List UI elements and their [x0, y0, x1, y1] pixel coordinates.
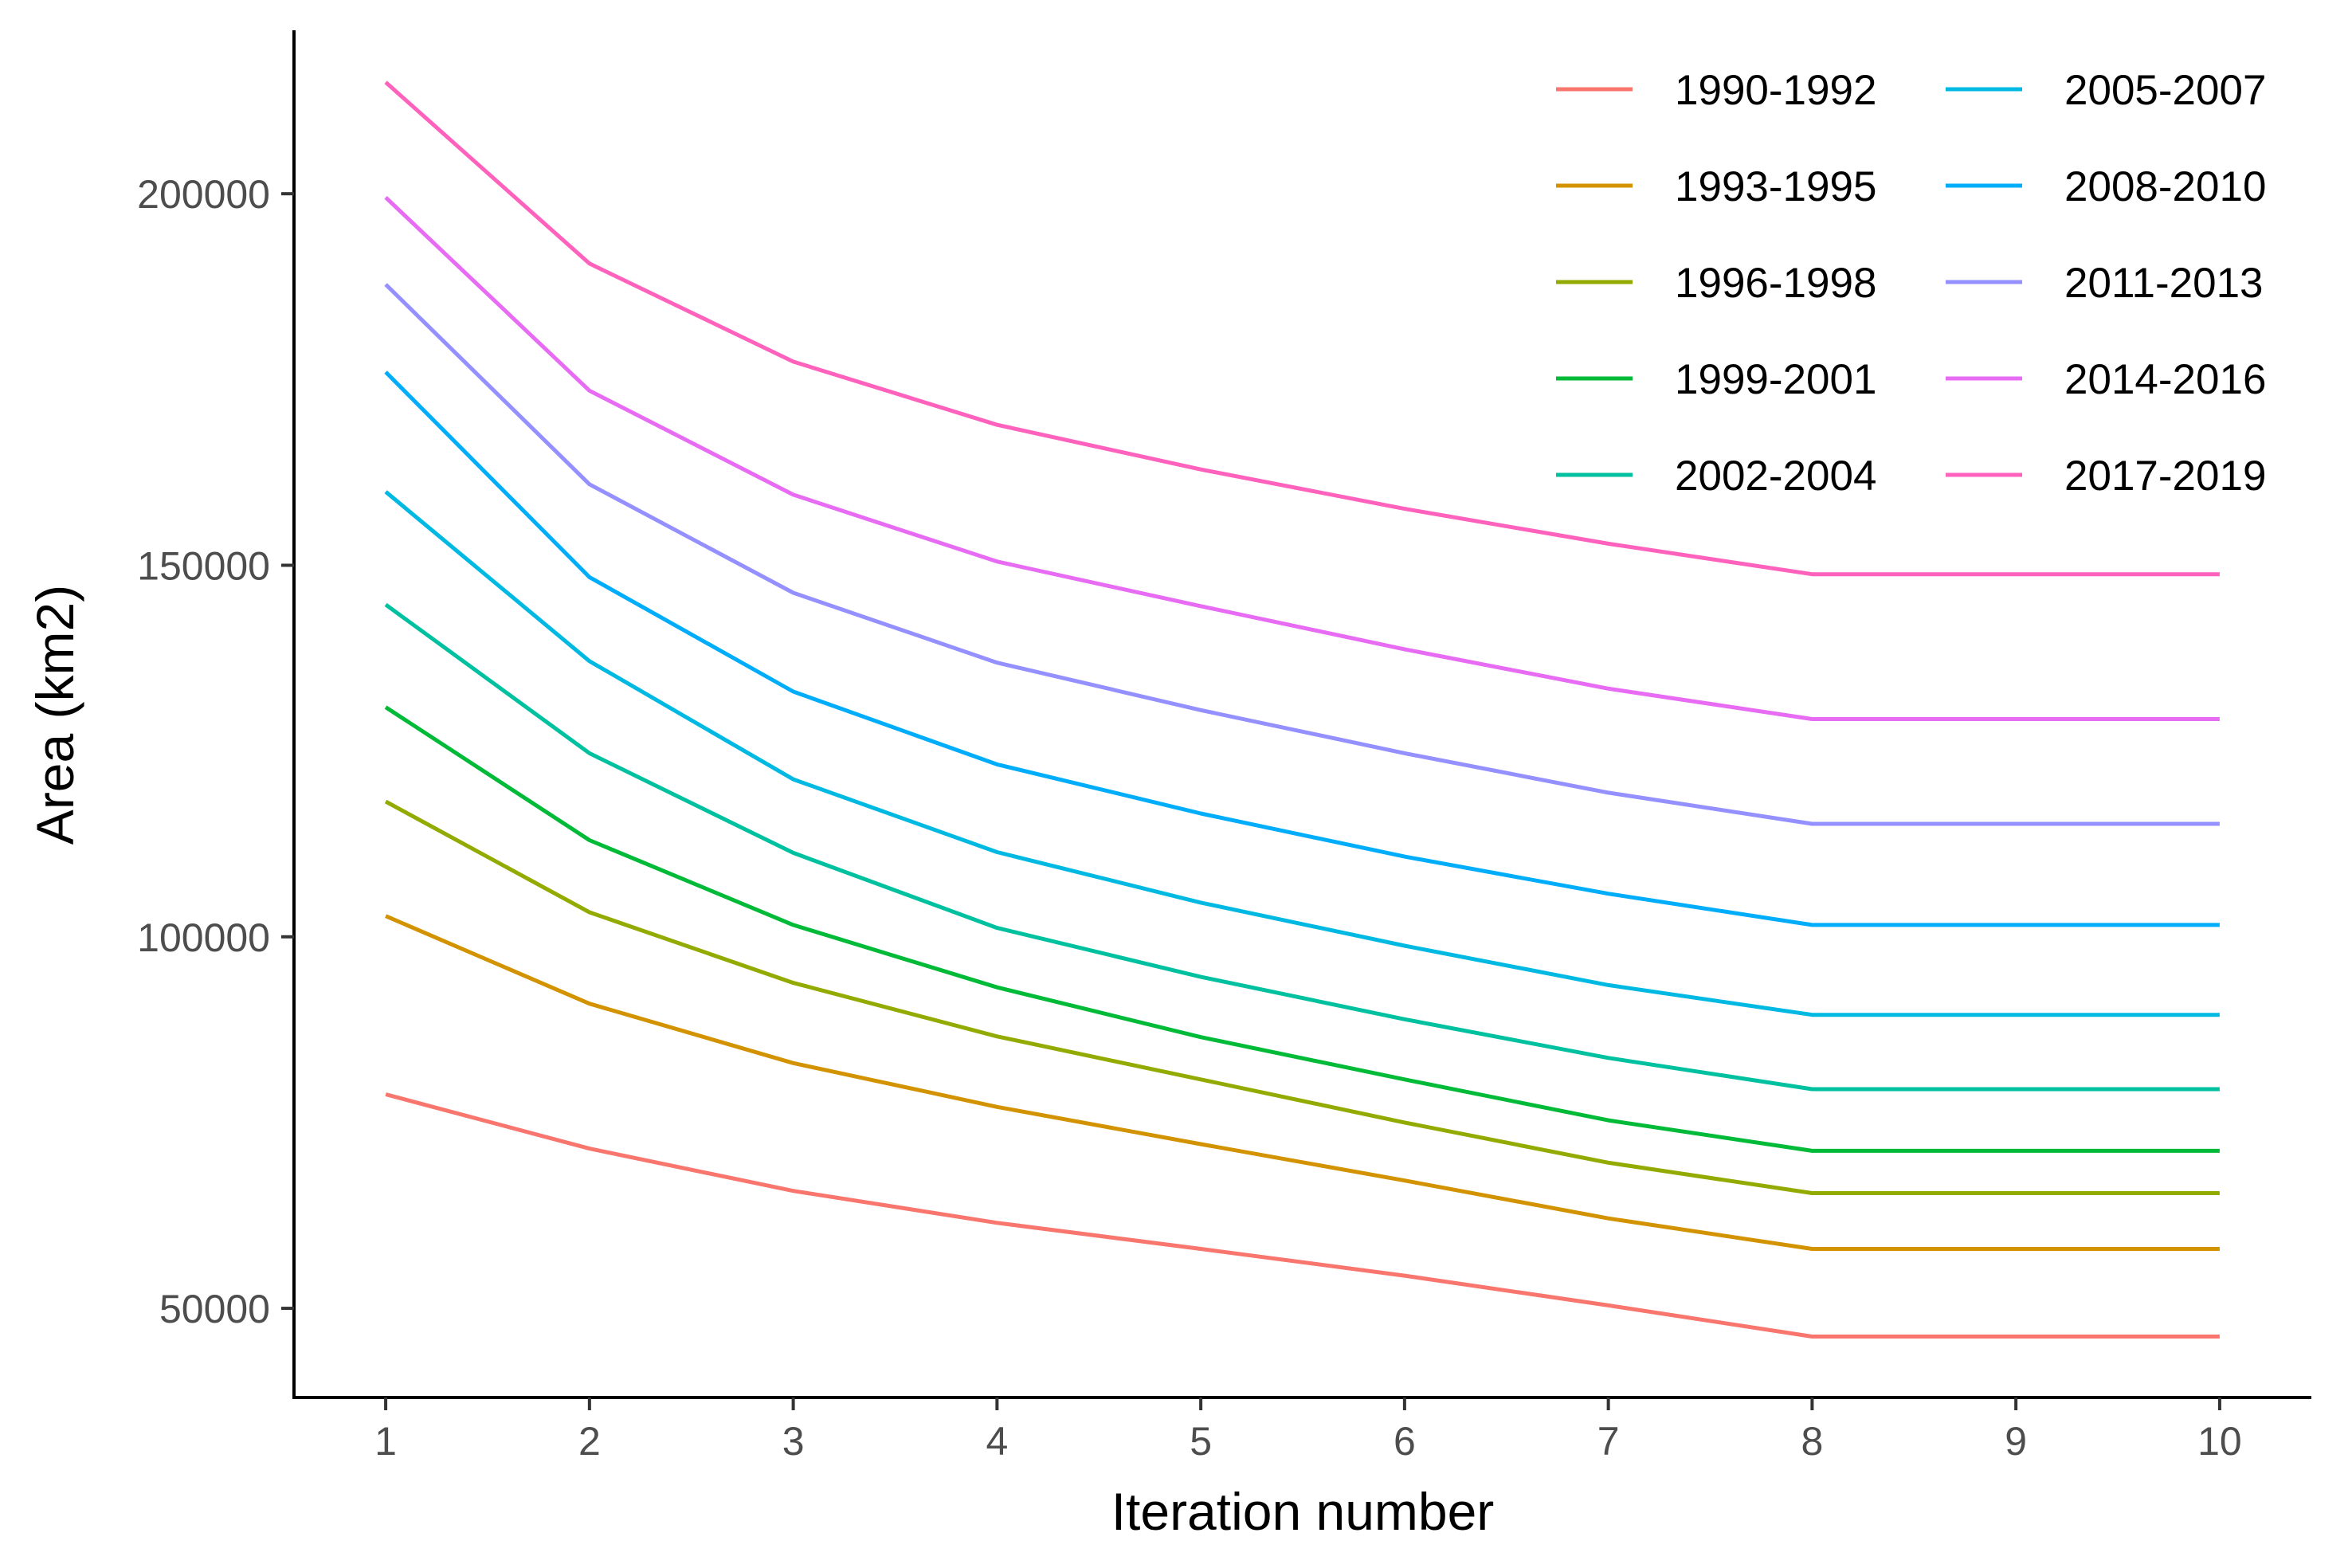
legend-label: 1993-1995	[1675, 163, 1876, 210]
x-tick-label: 9	[2005, 1419, 2027, 1464]
x-tick-label: 6	[1394, 1419, 1416, 1464]
legend-label: 2002-2004	[1675, 453, 1876, 500]
legend-item: 1990-1992	[1556, 67, 1876, 114]
series-line-1990-1992	[385, 1092, 2220, 1339]
legend-item: 2008-2010	[1946, 163, 2266, 210]
legend-item: 2002-2004	[1556, 453, 1876, 500]
y-tick-label: 100000	[137, 915, 270, 960]
x-tick-label: 10	[2197, 1419, 2242, 1464]
legend-label: 2017-2019	[2064, 453, 2266, 500]
legend-item: 2017-2019	[1946, 453, 2266, 500]
series-line-2002-2004	[384, 602, 2220, 1092]
legend-label: 1996-1998	[1675, 260, 1876, 307]
y-axis-title: Area (km2)	[25, 585, 84, 845]
legend: 1990-1992 1993-1995 1996-1998 1999-2001 2002…	[1556, 67, 2266, 500]
x-tick-label: 7	[1597, 1419, 1620, 1464]
series-line-2014-2016	[384, 195, 2220, 721]
legend-label: 2011-2013	[2064, 260, 2264, 307]
x-tick-label: 1	[374, 1419, 397, 1464]
legend-label: 1999-2001	[1675, 356, 1876, 403]
x-tick-label: 8	[1801, 1419, 1823, 1464]
legend-item: 2005-2007	[1946, 67, 2266, 114]
series-line-1999-2001	[384, 705, 2220, 1153]
legend-label: 2005-2007	[2064, 67, 2266, 114]
legend-item: 2014-2016	[1946, 356, 2266, 403]
legend-item: 2011-2013	[1946, 260, 2264, 307]
ticks: 1 2 3 4 5 6 7 8 9 10 50000 100000 150000 200000	[137, 172, 2242, 1464]
series-line-2008-2010	[384, 370, 2220, 927]
x-axis-title: Iteration number	[1111, 1482, 1495, 1541]
x-tick-label: 2	[578, 1419, 601, 1464]
series-line-2011-2013	[384, 283, 2220, 826]
y-tick-label: 50000	[159, 1287, 270, 1331]
legend-item: 1999-2001	[1556, 356, 1876, 403]
series-line-2005-2007	[384, 490, 2220, 1017]
y-tick-label: 150000	[137, 543, 270, 588]
legend-item: 1993-1995	[1556, 163, 1876, 210]
series-line-2017-2019	[384, 80, 2220, 577]
x-tick-label: 3	[782, 1419, 805, 1464]
legend-label: 1990-1992	[1675, 67, 1876, 114]
series-line-1996-1998	[384, 799, 2220, 1195]
axes	[292, 30, 2311, 1399]
legend-label: 2008-2010	[2064, 163, 2266, 210]
series-line-1993-1995	[385, 914, 2220, 1251]
legend-item: 1996-1998	[1556, 260, 1876, 307]
x-tick-label: 5	[1190, 1419, 1212, 1464]
x-tick-label: 4	[986, 1419, 1008, 1464]
y-tick-label: 200000	[137, 172, 270, 217]
series-lines	[384, 80, 2220, 1339]
legend-label: 2014-2016	[2064, 356, 2266, 403]
